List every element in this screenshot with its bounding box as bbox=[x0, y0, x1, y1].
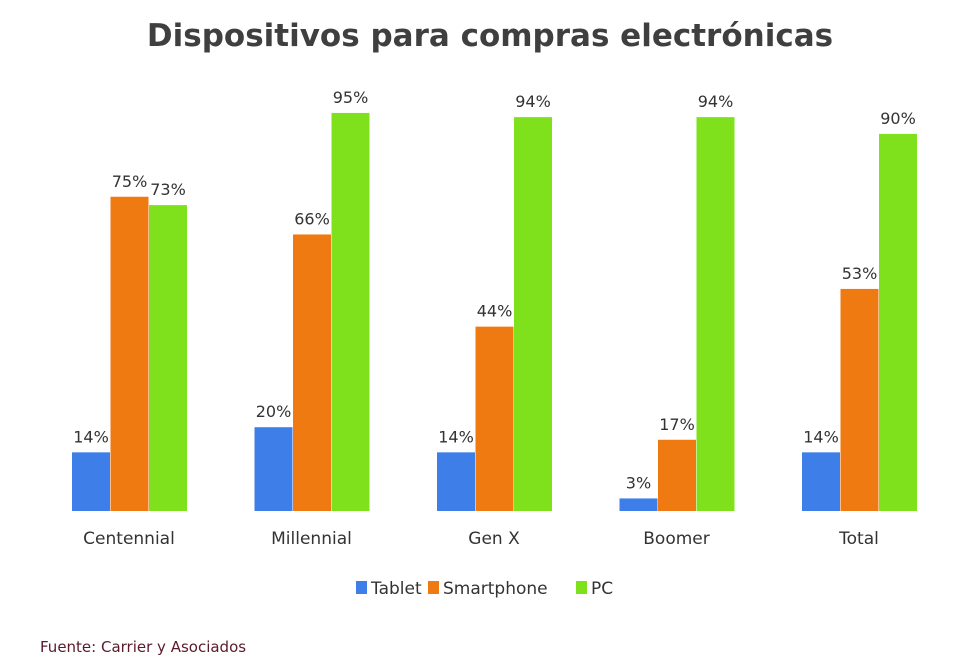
category-label: Boomer bbox=[643, 529, 709, 549]
bar-pc bbox=[514, 117, 552, 511]
legend-label: Smartphone bbox=[443, 579, 548, 599]
category-label: Centennial bbox=[83, 529, 175, 549]
data-label: 14% bbox=[438, 427, 474, 446]
data-label: 73% bbox=[150, 180, 186, 199]
bar-tablet bbox=[437, 452, 475, 511]
bar-smartphone bbox=[293, 234, 331, 511]
bar-smartphone bbox=[840, 288, 879, 511]
legend-swatch-tablet bbox=[356, 581, 367, 594]
bar-pc bbox=[149, 205, 187, 511]
bar-smartphone bbox=[110, 196, 149, 511]
category-label: Gen X bbox=[468, 529, 520, 549]
category-label: Millennial bbox=[271, 529, 352, 549]
data-label: 95% bbox=[333, 88, 369, 107]
data-label: 90% bbox=[880, 109, 916, 128]
category-label: Total bbox=[838, 529, 879, 549]
bar-smartphone bbox=[658, 439, 696, 511]
bar-pc bbox=[879, 133, 917, 511]
legend-swatch-smartphone bbox=[428, 581, 439, 594]
legend-label: PC bbox=[591, 579, 613, 599]
bar-tablet bbox=[254, 427, 293, 511]
data-label: 14% bbox=[803, 427, 839, 446]
source-note: Fuente: Carrier y Asociados bbox=[40, 638, 247, 656]
bar-smartphone bbox=[475, 326, 514, 511]
data-label: 20% bbox=[256, 402, 292, 421]
bar-tablet bbox=[802, 452, 840, 511]
chart-title: Dispositivos para compras electrónicas bbox=[146, 18, 834, 54]
data-label: 14% bbox=[73, 427, 109, 446]
bar-tablet bbox=[72, 452, 110, 511]
data-label: 44% bbox=[477, 302, 513, 321]
data-label: 3% bbox=[626, 473, 651, 492]
data-label: 75% bbox=[112, 172, 148, 191]
bar-pc bbox=[696, 117, 735, 511]
data-label: 17% bbox=[659, 415, 695, 434]
legend-swatch-pc bbox=[576, 581, 587, 594]
data-label: 66% bbox=[294, 209, 330, 228]
legend-label: Tablet bbox=[370, 579, 422, 599]
bar-tablet bbox=[619, 498, 658, 511]
data-label: 94% bbox=[515, 92, 551, 111]
data-label: 94% bbox=[698, 92, 734, 111]
data-label: 53% bbox=[842, 264, 878, 283]
bar-pc bbox=[331, 112, 370, 511]
